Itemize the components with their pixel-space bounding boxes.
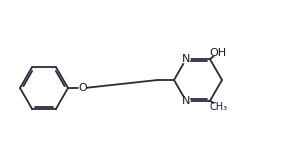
Circle shape <box>79 85 86 91</box>
Text: OH: OH <box>209 48 226 58</box>
Circle shape <box>182 55 190 63</box>
Circle shape <box>182 97 190 105</box>
Text: N: N <box>182 96 190 106</box>
Text: CH₃: CH₃ <box>209 102 228 112</box>
Text: N: N <box>182 54 190 64</box>
Text: O: O <box>78 83 87 93</box>
